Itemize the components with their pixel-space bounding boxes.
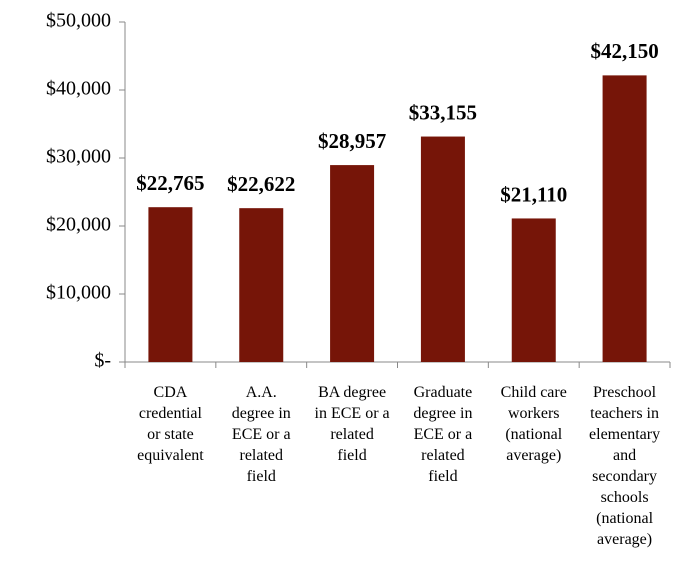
y-tick-label: $20,000: [46, 214, 111, 236]
y-tick-label: $50,000: [46, 10, 111, 32]
x-tick-label: Preschool teachers in elementary and seconda…: [589, 384, 660, 548]
y-tick-label: $30,000: [46, 146, 111, 168]
bar: [511, 218, 556, 362]
bar: [148, 207, 193, 362]
y-tick-label: $10,000: [46, 282, 111, 304]
bar: [602, 75, 647, 362]
x-tick-label: A.A. degree in ECE or a related field: [232, 384, 291, 485]
y-tick-label: $-: [94, 350, 111, 372]
data-label: $33,155: [409, 100, 477, 124]
x-tick-label: CDA credential or state equivalent: [137, 384, 204, 464]
data-label: $22,765: [136, 171, 204, 195]
y-tick-label: $40,000: [46, 78, 111, 100]
data-label: $28,957: [318, 129, 386, 153]
x-tick-label: Graduate degree in ECE or a related field: [413, 384, 472, 485]
data-label: $21,110: [500, 182, 567, 206]
bar: [420, 136, 465, 362]
bar: [239, 208, 284, 362]
bar: [330, 165, 375, 362]
x-tick-label: BA degree in ECE or a related field: [315, 384, 390, 464]
x-tick-label: Child care workers (national average): [501, 384, 567, 464]
data-label: $42,150: [590, 39, 658, 63]
data-label: $22,622: [227, 172, 295, 196]
